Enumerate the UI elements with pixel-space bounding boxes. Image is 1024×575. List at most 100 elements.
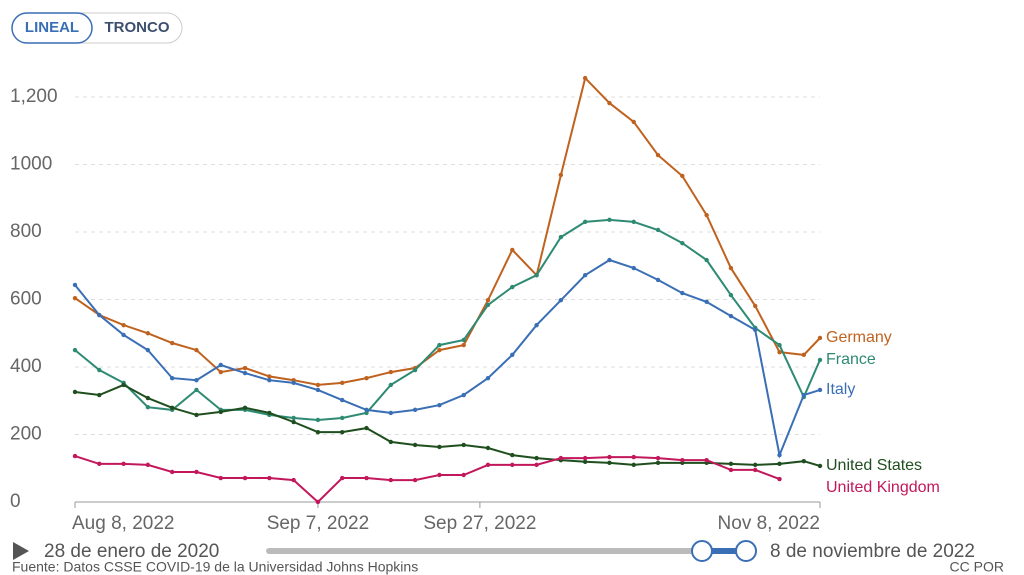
data-point	[364, 475, 369, 481]
data-point	[388, 410, 394, 416]
data-point	[753, 327, 758, 333]
data-point	[704, 212, 709, 218]
data-point	[388, 382, 394, 388]
series-line	[74, 455, 780, 504]
data-point	[145, 404, 151, 410]
data-point	[817, 387, 823, 393]
data-point	[801, 458, 807, 464]
data-point	[777, 349, 782, 355]
data-point	[169, 469, 175, 475]
data-point	[582, 273, 588, 278]
data-point	[728, 461, 734, 467]
data-point	[267, 374, 272, 379]
data-point	[655, 152, 661, 158]
data-point	[169, 375, 175, 381]
source: Fuente: Datos CSSE COVID-19 de la Univer…	[12, 559, 418, 575]
data-point	[121, 461, 126, 467]
data-point	[582, 219, 588, 225]
tab-tronco[interactable]: TRONCO	[105, 19, 170, 36]
data-point	[412, 477, 418, 483]
data-point	[340, 475, 345, 481]
data-point	[340, 397, 345, 403]
data-point	[655, 277, 661, 283]
data-point	[607, 454, 612, 460]
data-point	[680, 457, 685, 463]
data-point	[680, 290, 685, 296]
plot: 0 200 400 600 800 1000 1,200 Aug 8, 2022 Sep 7, …	[10, 75, 940, 534]
data-point	[558, 297, 564, 303]
data-point	[510, 452, 515, 458]
data-point	[655, 227, 661, 233]
data-point	[510, 462, 515, 468]
data-point	[558, 172, 564, 178]
series-line	[74, 258, 821, 459]
y-tick-label: 0	[10, 491, 21, 512]
data-point	[485, 302, 491, 308]
data-point	[194, 469, 199, 475]
data-point	[461, 442, 466, 448]
data-point	[582, 75, 588, 81]
data-point	[631, 265, 636, 271]
data-point	[388, 477, 394, 483]
tab-lineal[interactable]: LINEAL	[25, 19, 79, 36]
data-point	[510, 284, 515, 290]
data-point	[72, 282, 78, 288]
data-point	[704, 299, 709, 305]
tabs: LINEAL TRONCO	[11, 12, 183, 44]
data-point	[364, 425, 369, 431]
data-point	[582, 455, 588, 461]
data-point	[340, 415, 345, 421]
data-point	[218, 409, 223, 415]
data-point	[461, 392, 466, 398]
data-point	[145, 462, 151, 468]
data-point	[558, 234, 564, 240]
data-point	[631, 119, 636, 125]
data-point	[291, 419, 296, 425]
data-point	[655, 460, 661, 466]
timeline: 28 de enero de 2020 8 de noviembre de 20…	[13, 540, 975, 562]
data-point	[242, 475, 248, 481]
data-point	[388, 439, 394, 445]
series-label: Germany	[826, 329, 892, 346]
data-point	[777, 476, 782, 482]
play-button[interactable]	[13, 542, 29, 560]
data-point	[121, 332, 126, 338]
data-point	[97, 312, 102, 318]
data-point	[218, 475, 223, 481]
data-point	[817, 357, 823, 363]
series-line	[74, 383, 821, 467]
data-point	[558, 455, 564, 461]
data-point	[97, 392, 102, 398]
data-point	[194, 412, 199, 418]
slider-handle[interactable]	[691, 540, 713, 562]
data-point	[534, 322, 539, 328]
data-point	[364, 375, 369, 381]
y-tick-label: 1,200	[10, 86, 58, 107]
y-tick-label: 400	[10, 356, 42, 377]
data-point	[291, 415, 296, 421]
series-label: Italy	[826, 381, 855, 398]
series-line	[74, 218, 821, 422]
y-tick-label: 1000	[10, 154, 52, 175]
data-point	[680, 240, 685, 246]
data-point	[607, 257, 612, 263]
data-point	[169, 340, 175, 346]
data-point	[461, 337, 466, 343]
data-point	[340, 429, 345, 435]
data-point	[777, 461, 782, 467]
data-point	[194, 347, 199, 353]
data-point	[704, 457, 709, 463]
data-point	[437, 347, 442, 353]
data-point	[145, 395, 151, 401]
data-point	[485, 462, 491, 468]
data-point	[461, 472, 466, 478]
data-point	[485, 445, 491, 451]
x-tick-label: Sep 7, 2022	[267, 513, 369, 534]
tab-active[interactable]	[11, 12, 93, 44]
data-point	[97, 461, 102, 467]
slider-handle[interactable]	[735, 540, 757, 562]
data-point	[145, 347, 151, 353]
data-point	[437, 342, 442, 348]
data-point	[753, 462, 758, 468]
